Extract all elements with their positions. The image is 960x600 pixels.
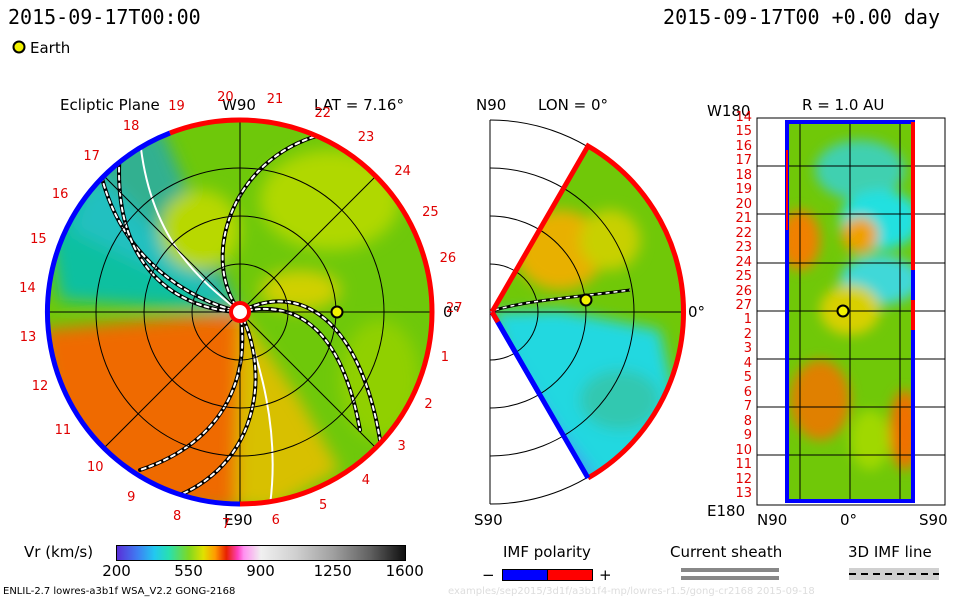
radial-day-label: 21: [735, 211, 752, 227]
ecliptic-day-label: 16: [51, 187, 69, 203]
ecliptic-day-label: 22: [314, 105, 332, 121]
ecliptic-day-label: 13: [19, 330, 37, 346]
radial-day-label: 11: [735, 457, 752, 473]
imf-plus-label: +: [599, 566, 612, 584]
radial-day-label: 6: [743, 384, 752, 400]
ecliptic-plane-panel: [44, 117, 435, 507]
radial-day-label: 3: [743, 341, 752, 357]
ecliptic-bottom-label: E90: [224, 511, 253, 529]
radial-day-label: 20: [735, 196, 752, 212]
colorbar-tick-label: 1600: [385, 562, 424, 580]
meridional-lon-label: LON = 0°: [538, 96, 608, 114]
meridional-top-label: N90: [476, 96, 507, 114]
radial-day-label: 9: [743, 428, 752, 444]
radial-bottom-zero: 0°: [840, 511, 858, 529]
datetime-right: 2015-09-17T00 +0.00 day: [663, 5, 940, 29]
colorbar-tick-label: 200: [102, 562, 131, 580]
ecliptic-lat-label: LAT = 7.16°: [314, 96, 404, 114]
colorbar-tick-label: 1250: [313, 562, 352, 580]
radial-day-label: 1: [743, 312, 752, 328]
imf-minus-label: −: [482, 566, 495, 584]
ecliptic-day-label: 8: [173, 508, 182, 524]
radial-day-label: 4: [743, 355, 752, 371]
radial-day-label: 15: [735, 124, 752, 140]
radial-day-label: 23: [735, 240, 752, 256]
model-info: ENLIL-2.7 lowres-a3b1f WSA_V2.2 GONG-216…: [3, 586, 236, 597]
radial-r-label: R = 1.0 AU: [802, 96, 885, 114]
ecliptic-day-label: 21: [266, 91, 284, 107]
ecliptic-day-label: 1: [440, 349, 450, 365]
radial-day-label: 25: [735, 269, 752, 285]
datetime-left: 2015-09-17T00:00: [8, 5, 201, 29]
radial-panel: [756, 117, 946, 506]
radial-day-label: 8: [743, 413, 752, 429]
radial-bottom-n90: N90: [757, 511, 788, 529]
current-sheath-line-1: [681, 568, 779, 572]
imf-positive-swatch: [547, 569, 593, 581]
ecliptic-day-label: 17: [83, 149, 100, 165]
radial-day-label: 17: [735, 153, 752, 169]
radial-day-label: 19: [735, 182, 752, 198]
ecliptic-day-label: 6: [271, 513, 280, 529]
radial-day-label: 2: [743, 326, 752, 342]
imf-line-label: 3D IMF line: [848, 543, 932, 561]
meridional-right-label: 0°: [688, 303, 706, 321]
ecliptic-day-label: 24: [394, 163, 411, 179]
radial-day-label: 12: [735, 471, 752, 487]
ecliptic-day-label: 25: [422, 204, 439, 220]
ecliptic-top-label: W90: [222, 96, 256, 114]
ecliptic-day-label: 9: [127, 489, 136, 505]
ecliptic-day-label: 11: [54, 422, 72, 438]
imf-polarity-title: IMF polarity: [503, 543, 591, 561]
ecliptic-day-label: 10: [86, 460, 104, 476]
radial-day-label: 26: [735, 283, 752, 299]
ecliptic-right-label: 0°: [443, 303, 461, 321]
ecliptic-day-label: 5: [319, 498, 328, 514]
radial-day-label: 27: [735, 298, 752, 313]
earth-legend-label: Earth: [30, 39, 71, 57]
radial-day-label: 7: [743, 399, 752, 415]
earth-icon: [12, 40, 26, 54]
colorbar: [116, 545, 406, 561]
ecliptic-day-label: 15: [30, 232, 47, 248]
ecliptic-day-label: 18: [122, 118, 140, 134]
radial-day-label: 16: [735, 138, 752, 154]
ecliptic-day-label: 27: [445, 300, 463, 316]
radial-day-label: 18: [735, 167, 752, 183]
colorbar-tick-label: 900: [246, 562, 275, 580]
radial-bottom-left-label: E180: [707, 502, 746, 520]
ecliptic-day-label: 14: [19, 280, 36, 296]
ecliptic-day-label: 12: [31, 378, 49, 394]
radial-top-left-label: W180: [707, 102, 751, 120]
ecliptic-day-label: 19: [168, 98, 185, 114]
ecliptic-day-label: 2: [424, 396, 433, 412]
ecliptic-day-label: 4: [361, 473, 371, 489]
radial-day-label: 5: [743, 370, 752, 386]
imf-line-swatch: [849, 568, 939, 580]
radial-day-label: 14: [735, 110, 752, 125]
earth-marker: [330, 305, 344, 319]
ecliptic-day-label: 26: [439, 251, 457, 267]
ecliptic-day-label: 23: [357, 129, 375, 145]
radial-day-label: 24: [735, 254, 752, 270]
ecliptic-day-label: 3: [397, 438, 406, 454]
current-sheath-line-2: [681, 576, 779, 580]
imf-negative-swatch: [502, 569, 548, 581]
colorbar-tick-label: 550: [174, 562, 203, 580]
colorbar-label: Vr (km/s): [24, 543, 94, 561]
ecliptic-day-label: 7: [222, 516, 231, 532]
radial-day-label: 13: [735, 486, 752, 501]
ecliptic-title: Ecliptic Plane: [60, 96, 160, 114]
meridional-bottom-label: S90: [474, 511, 503, 529]
current-sheath-label: Current sheath: [670, 543, 783, 561]
ecliptic-day-label: 20: [217, 89, 234, 105]
meridional-plane-panel: [489, 119, 686, 505]
watermark-path: examples/sep2015/3d1f/a3b1f4-mp/lowres-r…: [448, 586, 815, 597]
radial-bottom-s90: S90: [919, 511, 948, 529]
radial-day-label: 10: [735, 442, 752, 458]
radial-day-label: 22: [735, 225, 752, 241]
